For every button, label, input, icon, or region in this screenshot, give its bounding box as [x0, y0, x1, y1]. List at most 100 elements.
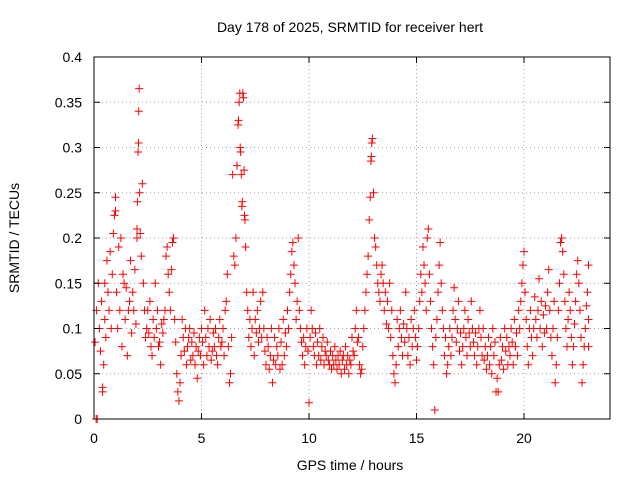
data-point	[100, 279, 109, 288]
data-point	[203, 324, 212, 333]
data-point	[338, 356, 347, 365]
data-point	[341, 342, 350, 351]
data-point	[521, 288, 530, 297]
data-point	[458, 342, 467, 351]
data-point	[531, 315, 540, 324]
data-point	[485, 360, 494, 369]
data-point	[142, 324, 151, 333]
data-point	[126, 256, 135, 265]
data-point	[427, 324, 436, 333]
data-point	[550, 297, 559, 306]
data-point	[212, 351, 221, 360]
data-point	[459, 324, 468, 333]
data-point	[544, 265, 553, 274]
data-point	[470, 351, 479, 360]
data-point	[115, 306, 124, 315]
data-point	[480, 356, 489, 365]
data-point	[235, 98, 244, 107]
data-point	[311, 329, 320, 338]
data-point	[150, 333, 159, 342]
data-point	[312, 360, 321, 369]
y-tick-label: 0.4	[63, 49, 83, 65]
data-point	[106, 247, 115, 256]
data-point	[430, 405, 439, 414]
data-point	[576, 333, 585, 342]
data-point	[202, 351, 211, 360]
data-point	[431, 333, 440, 342]
data-point	[188, 351, 197, 360]
data-point	[540, 329, 549, 338]
data-point	[513, 351, 522, 360]
data-point	[354, 333, 363, 342]
data-point	[246, 342, 255, 351]
data-point	[410, 306, 419, 315]
data-point	[163, 243, 172, 252]
data-point	[125, 297, 134, 306]
data-point	[194, 347, 203, 356]
data-point	[199, 360, 208, 369]
data-point	[243, 306, 252, 315]
data-point	[381, 288, 390, 297]
data-point	[530, 292, 539, 301]
data-point	[437, 279, 446, 288]
data-point	[582, 301, 591, 310]
data-point	[274, 324, 283, 333]
data-point	[170, 315, 179, 324]
data-point	[393, 315, 402, 324]
data-point	[482, 365, 491, 374]
data-point	[357, 365, 366, 374]
data-point	[169, 234, 178, 242]
data-point	[123, 351, 132, 360]
data-point	[584, 342, 593, 351]
data-point	[281, 329, 290, 338]
data-point	[382, 319, 391, 328]
data-point	[364, 252, 373, 261]
data-point	[417, 288, 426, 297]
data-point	[252, 329, 261, 338]
data-point	[571, 297, 580, 306]
data-point	[344, 369, 353, 378]
data-point	[449, 306, 458, 315]
data-point	[315, 324, 324, 333]
data-point	[144, 329, 153, 338]
data-point	[254, 338, 263, 347]
data-point	[103, 288, 112, 297]
data-point	[165, 288, 174, 297]
data-point	[515, 324, 524, 333]
data-point	[221, 306, 230, 315]
data-point	[171, 338, 180, 347]
data-point	[238, 89, 247, 98]
data-point	[217, 338, 226, 347]
data-point	[313, 338, 322, 347]
data-point	[178, 315, 187, 324]
data-point	[581, 324, 590, 333]
data-point	[386, 333, 395, 342]
data-point	[424, 224, 433, 233]
data-point	[173, 387, 182, 396]
data-point	[561, 324, 570, 333]
data-point	[232, 161, 241, 170]
data-point	[214, 333, 223, 342]
data-point	[248, 324, 257, 333]
data-point	[109, 229, 118, 238]
data-point	[256, 297, 265, 306]
data-point	[269, 356, 278, 365]
x-tick-label: 0	[90, 430, 98, 446]
data-point	[380, 306, 389, 315]
y-tick-label: 0.2	[63, 230, 83, 246]
data-point	[395, 324, 404, 333]
data-point	[567, 333, 576, 342]
data-point	[361, 288, 370, 297]
data-point	[507, 324, 516, 333]
data-point	[520, 247, 528, 256]
data-point	[293, 297, 302, 306]
data-point	[412, 356, 421, 365]
data-point	[488, 324, 497, 333]
data-point	[260, 347, 269, 356]
data-point	[174, 396, 183, 405]
data-point	[356, 369, 365, 378]
data-point	[385, 279, 394, 288]
data-point	[177, 351, 186, 360]
data-point	[240, 215, 249, 224]
data-point	[143, 306, 152, 315]
